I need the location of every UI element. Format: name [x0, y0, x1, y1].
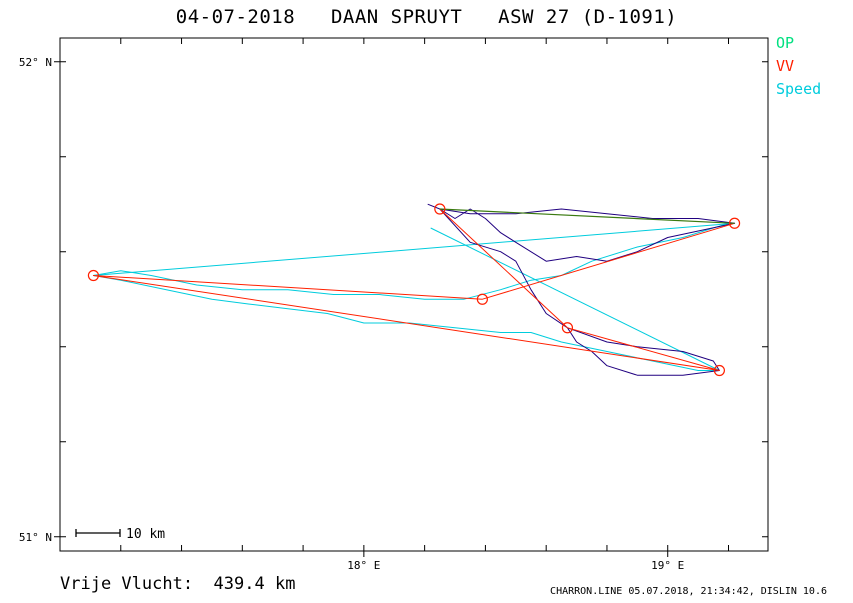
summary-label: Vrije Vlucht: — [60, 574, 194, 594]
speed-line — [93, 222, 735, 276]
footer-info: CHARRON.LINE 05.07.2018, 21:34:42, DISLI… — [550, 586, 827, 597]
legend-op: OP — [776, 34, 795, 52]
scale-bar-label: 10 km — [126, 527, 165, 542]
lat-tick-label: 51° N — [19, 531, 52, 544]
turnpoint-marker — [434, 203, 446, 215]
lon-tick-label: 19° E — [651, 559, 684, 572]
legend-speed: Speed — [776, 80, 822, 98]
chart-title: 04-07-2018 DAAN SPRUYT ASW 27 (D-1091) — [175, 6, 678, 28]
legend-vv: VV — [776, 57, 795, 75]
turnpoint-marker — [476, 293, 488, 305]
vv-route — [92, 208, 735, 371]
distance-summary: Vrije Vlucht: 439.4 km — [60, 574, 295, 594]
turnpoint-marker — [728, 217, 741, 229]
speed-line — [430, 227, 720, 371]
turnpoint-marker — [87, 269, 100, 282]
legend: OP VV Speed — [776, 32, 821, 101]
summary-value: 439.4 km — [213, 574, 296, 594]
lat-tick-label: 52° N — [19, 56, 52, 69]
op-route — [439, 208, 735, 224]
turnpoint-marker — [561, 322, 574, 334]
turnpoint-marker — [713, 364, 725, 377]
lon-tick-label: 18° E — [347, 559, 380, 572]
speed-track — [93, 222, 729, 300]
plot-frame — [59, 37, 769, 552]
